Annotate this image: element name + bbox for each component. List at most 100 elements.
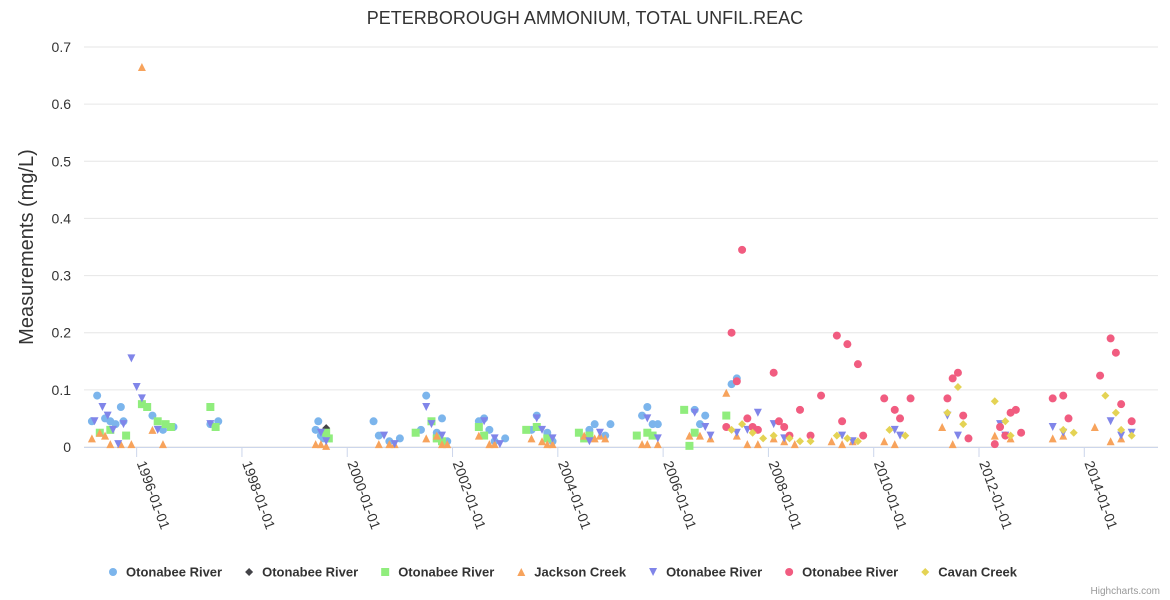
data-point[interactable] <box>722 423 731 431</box>
legend-item[interactable]: Cavan Creek <box>921 565 1018 580</box>
data-point[interactable] <box>485 440 494 449</box>
data-point[interactable] <box>990 440 999 449</box>
data-point[interactable] <box>137 63 146 71</box>
data-point[interactable] <box>574 428 583 437</box>
data-point[interactable] <box>827 437 836 446</box>
data-point[interactable] <box>211 423 220 431</box>
data-point[interactable] <box>148 425 157 434</box>
data-point[interactable] <box>901 431 910 440</box>
data-point[interactable] <box>106 440 115 449</box>
data-point[interactable] <box>98 403 107 411</box>
data-point[interactable] <box>543 434 552 443</box>
data-point[interactable] <box>1117 431 1126 440</box>
data-point[interactable] <box>695 431 704 440</box>
data-point[interactable] <box>1011 405 1020 414</box>
data-point[interactable] <box>685 431 694 440</box>
data-point[interactable] <box>838 431 847 440</box>
data-point[interactable] <box>143 403 152 411</box>
data-point[interactable] <box>638 440 647 449</box>
data-point[interactable] <box>743 414 752 423</box>
legend-item[interactable]: Jackson Creek <box>517 565 627 580</box>
legend-item[interactable]: Otonabee River <box>649 565 762 580</box>
data-point[interactable] <box>601 434 610 443</box>
data-point[interactable] <box>385 440 394 449</box>
data-point[interactable] <box>548 440 557 449</box>
data-point[interactable] <box>1101 391 1110 400</box>
legend-item[interactable]: Otonabee River <box>109 565 222 580</box>
data-point[interactable] <box>738 420 747 429</box>
data-point[interactable] <box>759 434 768 443</box>
data-point[interactable] <box>590 434 599 443</box>
data-point[interactable] <box>527 434 536 443</box>
data-point[interactable] <box>543 440 552 449</box>
data-point[interactable] <box>438 440 446 449</box>
data-point[interactable] <box>643 440 652 449</box>
data-point[interactable] <box>311 425 320 434</box>
credits-link[interactable]: Highcharts.com <box>1091 586 1160 597</box>
data-point[interactable] <box>853 437 862 446</box>
data-point[interactable] <box>116 403 125 411</box>
legend-item[interactable]: Otonabee River <box>245 565 358 580</box>
data-point[interactable] <box>806 431 815 440</box>
data-point[interactable] <box>1106 334 1115 343</box>
data-point[interactable] <box>490 440 499 449</box>
data-point[interactable] <box>532 414 541 423</box>
data-point[interactable] <box>532 423 541 431</box>
data-point[interactable] <box>685 441 694 450</box>
data-point[interactable] <box>161 420 170 429</box>
data-point[interactable] <box>880 437 889 446</box>
data-point[interactable] <box>101 431 110 440</box>
data-point[interactable] <box>122 431 131 440</box>
data-point[interactable] <box>374 431 383 440</box>
data-point[interactable] <box>785 434 794 443</box>
data-point[interactable] <box>643 403 652 411</box>
data-point[interactable] <box>87 434 96 443</box>
legend-symbol[interactable] <box>517 568 526 576</box>
data-point[interactable] <box>166 423 175 431</box>
data-point[interactable] <box>322 428 331 437</box>
data-point[interactable] <box>422 434 431 443</box>
legend-item[interactable]: Otonabee River <box>381 565 494 580</box>
data-point[interactable] <box>953 383 962 391</box>
data-point[interactable] <box>90 417 99 426</box>
data-point[interactable] <box>1064 414 1073 423</box>
data-point[interactable] <box>953 368 962 377</box>
data-point[interactable] <box>322 437 331 446</box>
data-point[interactable] <box>590 420 599 429</box>
data-point[interactable] <box>959 420 968 429</box>
data-point[interactable] <box>93 391 102 400</box>
data-point[interactable] <box>1090 423 1099 431</box>
data-point[interactable] <box>690 428 699 437</box>
data-point[interactable] <box>1069 428 1078 437</box>
data-point[interactable] <box>390 440 399 449</box>
data-point[interactable] <box>769 368 778 377</box>
legend-symbol[interactable] <box>921 568 930 576</box>
data-point[interactable] <box>427 420 436 429</box>
data-point[interactable] <box>727 328 736 337</box>
data-point[interactable] <box>137 394 146 403</box>
data-point[interactable] <box>853 360 862 369</box>
data-point[interactable] <box>432 431 441 440</box>
data-point[interactable] <box>948 440 957 449</box>
data-point[interactable] <box>996 423 1005 431</box>
data-point[interactable] <box>943 408 952 417</box>
data-point[interactable] <box>114 440 123 449</box>
data-point[interactable] <box>153 417 162 426</box>
data-point[interactable] <box>748 428 757 437</box>
data-point[interactable] <box>1127 417 1136 426</box>
data-point[interactable] <box>316 440 325 449</box>
data-point[interactable] <box>127 440 136 449</box>
data-point[interactable] <box>964 434 973 443</box>
legend-symbol[interactable] <box>381 568 390 576</box>
data-point[interactable] <box>480 431 489 440</box>
data-point[interactable] <box>832 431 841 440</box>
data-point[interactable] <box>843 340 852 349</box>
data-point[interactable] <box>595 428 604 437</box>
data-point[interactable] <box>890 425 899 434</box>
data-point[interactable] <box>548 434 557 443</box>
data-point[interactable] <box>538 437 547 446</box>
data-point[interactable] <box>701 423 710 431</box>
data-point[interactable] <box>832 331 841 340</box>
data-point[interactable] <box>843 434 852 443</box>
data-point[interactable] <box>314 417 323 426</box>
